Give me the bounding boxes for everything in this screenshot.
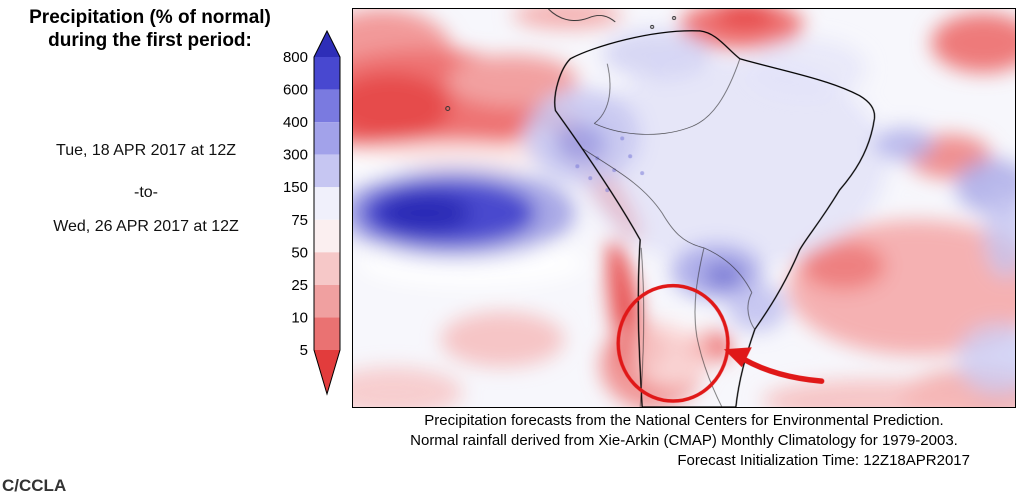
period-end-date: Wed, 26 APR 2017 at 12Z xyxy=(53,218,239,235)
period-start-date: Tue, 18 APR 2017 at 12Z xyxy=(56,142,236,159)
colorbar-label: 800 xyxy=(283,49,308,66)
coastlines xyxy=(445,9,876,407)
highlight-arrow-head xyxy=(723,347,752,368)
colorbar-segment xyxy=(314,57,340,90)
colorbar-segment xyxy=(314,154,340,188)
colorbar-outline xyxy=(313,29,341,396)
central-america-coast xyxy=(548,9,616,23)
caption-init-time: Forecast Initialization Time: 12Z18APR20… xyxy=(677,452,970,469)
colorbar-arrow-top xyxy=(314,31,340,57)
colorbar-segment xyxy=(314,187,340,220)
colorbar-labels: 800 600 400 300 150 75 50 25 10 5 xyxy=(283,49,308,359)
colorbar-label: 300 xyxy=(283,147,308,164)
colorbar-label: 150 xyxy=(283,179,308,196)
colorbar-label: 50 xyxy=(291,244,308,261)
caption-source: Precipitation forecasts from the Nationa… xyxy=(424,412,944,429)
title-line-1: Precipitation (% of normal) xyxy=(29,7,271,28)
period-separator: -to- xyxy=(134,184,158,201)
colorbar-label: 10 xyxy=(291,309,308,326)
country-borders xyxy=(582,58,756,407)
title-line-2: during the first period: xyxy=(48,30,252,51)
colorbar-segment xyxy=(314,122,340,155)
highlight-arrow-shaft xyxy=(741,356,825,384)
colorbar-segment xyxy=(314,252,340,285)
colorbar-label: 400 xyxy=(283,114,308,131)
corner-text-fragment: C/CCLA xyxy=(2,476,67,495)
map-frame xyxy=(352,8,1016,408)
colorbar-segment xyxy=(314,89,340,123)
colorbar-arrow-bottom xyxy=(314,350,340,394)
colorbar-segment xyxy=(314,317,340,350)
colorbar-scale xyxy=(313,29,341,396)
map-captions: Precipitation forecasts from the Nationa… xyxy=(352,411,1016,471)
precipitation-field xyxy=(353,9,1015,407)
page: Precipitation (% of normal) during the f… xyxy=(0,6,1016,495)
islands xyxy=(445,15,677,111)
south-america-outline xyxy=(554,30,876,407)
colorbar-legend: 800 600 400 300 150 75 50 25 10 5 xyxy=(283,29,341,396)
panel-title: Precipitation (% of normal) during the f… xyxy=(0,6,300,52)
colorbar-label: 25 xyxy=(291,277,308,294)
colorbar-label: 600 xyxy=(283,82,308,99)
caption-climatology: Normal rainfall derived from Xie-Arkin (… xyxy=(410,432,958,449)
colorbar-label: 75 xyxy=(291,212,308,229)
colorbar-segment xyxy=(314,219,340,253)
colorbar-label: 5 xyxy=(300,342,308,359)
highlight-circle xyxy=(616,283,730,403)
annotation-overlay xyxy=(616,283,825,403)
colorbar-segment xyxy=(314,284,340,318)
precipitation-map xyxy=(353,9,1015,407)
